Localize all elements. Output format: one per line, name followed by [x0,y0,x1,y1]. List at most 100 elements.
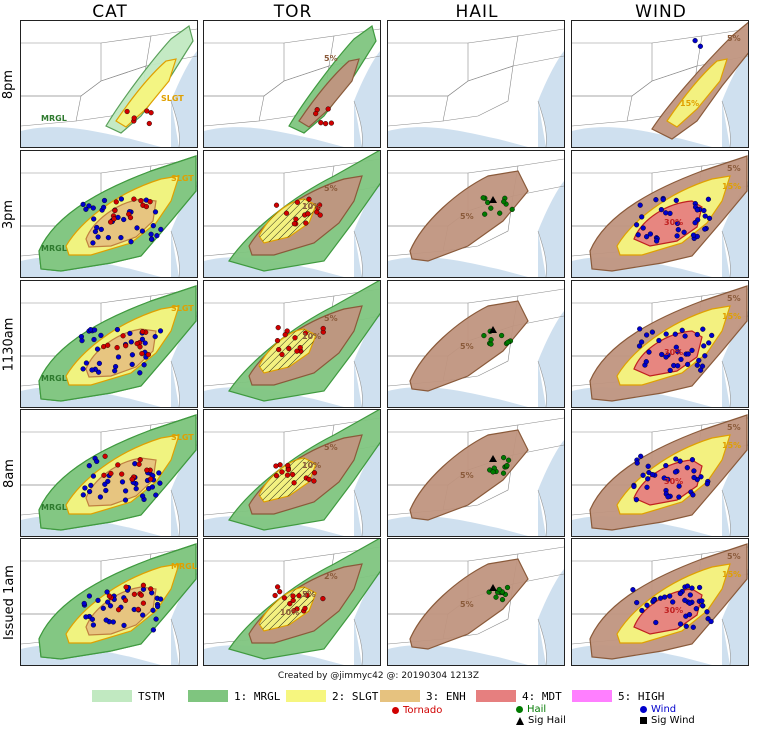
wind-report [689,585,695,591]
wind-report [689,457,696,463]
florida-land [353,618,363,665]
wind-report [678,356,684,363]
wind-report [705,196,712,202]
wind-report [673,197,679,204]
credit-line: Created by @jimmyc42 @: 20190304 1213Z [277,671,480,681]
gulf-water [388,387,528,407]
panel-tor-issued-1am: 2% 5% 10% [203,538,381,666]
tornado-report [144,467,150,473]
sig-hail-triangle-icon [516,716,524,725]
tornado-report [140,600,147,606]
panel-map: 5%10% [204,151,380,277]
wind-report [638,339,645,345]
wind-label: 5% [727,423,741,432]
sig-hail-report [489,584,497,591]
wind-report [80,492,86,498]
hail-report [496,586,502,593]
state-boundary [204,95,265,127]
tornado-report [127,214,134,221]
wind-report [665,494,671,500]
wind-report [694,331,700,338]
wind-report [83,360,90,366]
tornado-report [322,120,329,127]
tornado-report [279,469,285,475]
wind-report [91,336,97,343]
tornado-report [115,607,122,613]
tornado-report [144,108,150,114]
tornado-report [318,120,324,126]
legend-slgt: 2: SLGT [286,689,378,703]
cat-label: MRGL [41,374,67,383]
tornado-report [279,351,285,358]
tornado-report [284,472,291,478]
tornado-report [145,351,152,358]
tornado-report [114,344,120,351]
wind-report [708,618,714,625]
tornado-report [136,461,142,467]
legend-hail-label: Hail [527,704,547,715]
wind-report [674,220,681,227]
wind-report [677,621,684,627]
wind-report [653,197,659,203]
tornado-report [291,480,297,486]
wind-report [90,205,96,211]
panel-map: 5% [388,281,564,407]
tornado-report [115,462,121,468]
wind-report [663,462,669,469]
wind-report [91,327,98,333]
wind-report [674,233,680,239]
legend-mdt: 4: MDT [476,689,562,703]
panel-map: SLGT MRGL [21,410,197,536]
wind-report [634,599,640,606]
wind-report [639,607,645,614]
florida-land [537,489,547,536]
wind-report [636,343,643,349]
wind-report [696,357,702,364]
tornado-report [112,207,118,214]
tornado-report [302,330,309,336]
wind-report [100,204,107,211]
wind-report [86,203,92,209]
sig-hail-report [489,455,497,462]
hail-report [505,457,512,463]
panel-map: MRGL [21,539,197,665]
florida-land [537,360,547,407]
tornado-report [320,325,326,332]
wind-report [129,361,135,368]
wind-report [673,456,679,462]
hail-report [500,470,507,476]
wind-report [89,616,96,622]
wind-report [687,600,693,606]
legend-hail-report: Hail [516,704,546,715]
wind-report [640,472,646,478]
wind-report [95,234,101,240]
hail-report [488,337,494,343]
wind-report [634,460,640,466]
tornado-report [320,595,326,602]
tornado-report [325,106,331,112]
florida-land [353,100,363,147]
wind-report [121,216,127,223]
tornado-report [131,591,138,597]
wind-report [644,602,650,608]
wind-report [633,222,640,228]
wind-report [663,210,669,216]
tornado-report [302,605,308,612]
tornado-report [137,457,143,463]
wind-report [637,202,643,208]
wind-report [103,617,109,623]
panel-map: SLGT MRGL [21,21,197,147]
wind-report [682,597,688,603]
wind-report [152,209,159,215]
wind-report [90,240,96,246]
legend-wind-report: Wind [640,704,676,715]
wind-report [643,332,650,338]
tornado-report [147,199,153,205]
panel-hail-8am: 5% [387,409,565,537]
wind-report [129,352,136,358]
wind-report [140,612,146,618]
tornado-report [146,120,152,127]
column-header-cat: CAT [92,2,128,22]
panel-map: 5% 15% 30% [572,281,748,407]
panel-map: 5% [388,151,564,277]
